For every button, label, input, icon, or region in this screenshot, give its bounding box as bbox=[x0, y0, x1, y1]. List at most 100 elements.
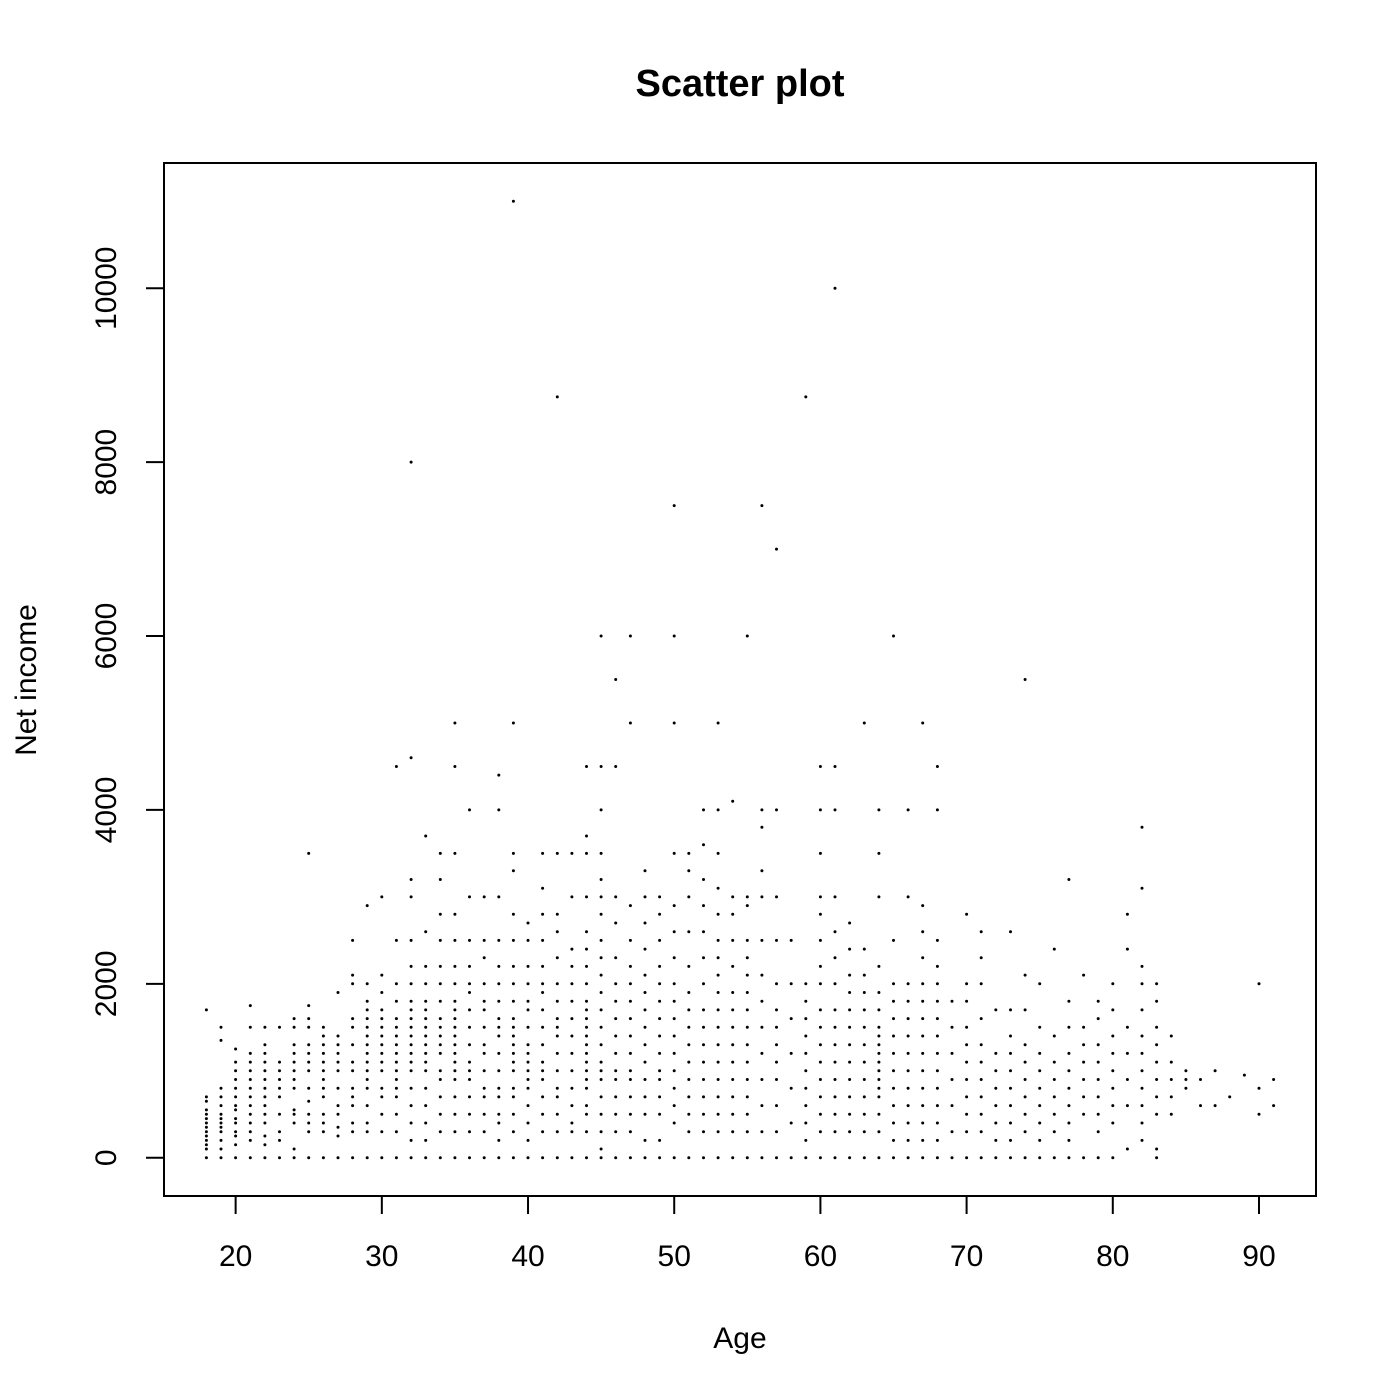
data-point bbox=[1067, 1025, 1071, 1029]
x-tick-label: 50 bbox=[658, 1240, 691, 1273]
data-point bbox=[745, 1112, 749, 1116]
data-point bbox=[468, 1069, 471, 1073]
data-point bbox=[935, 765, 939, 768]
data-point bbox=[716, 851, 720, 855]
data-point bbox=[570, 1069, 574, 1073]
data-point bbox=[1067, 999, 1071, 1003]
data-point bbox=[862, 1130, 866, 1134]
data-point bbox=[511, 982, 515, 986]
data-point bbox=[702, 1095, 705, 1099]
data-point bbox=[760, 1051, 764, 1055]
data-point bbox=[219, 1104, 223, 1108]
data-point bbox=[585, 1060, 588, 1064]
data-point bbox=[702, 1130, 705, 1134]
data-point bbox=[526, 1078, 530, 1081]
data-point bbox=[643, 1138, 647, 1142]
data-point bbox=[380, 895, 384, 899]
data-point bbox=[818, 765, 822, 768]
data-point bbox=[599, 1008, 603, 1012]
data-point bbox=[365, 982, 369, 986]
data-point bbox=[672, 634, 676, 638]
data-point bbox=[1257, 1086, 1261, 1090]
data-point bbox=[511, 1130, 515, 1134]
data-point bbox=[292, 1086, 296, 1090]
data-point bbox=[760, 808, 764, 812]
data-point bbox=[541, 912, 545, 916]
data-point bbox=[965, 1130, 969, 1134]
data-point bbox=[965, 999, 969, 1003]
data-point bbox=[950, 999, 954, 1003]
data-point bbox=[862, 721, 866, 725]
data-point bbox=[541, 1025, 545, 1029]
data-point bbox=[935, 1051, 939, 1055]
data-point bbox=[219, 1112, 223, 1116]
data-point bbox=[1023, 1008, 1027, 1012]
data-point bbox=[994, 1121, 998, 1125]
data-point bbox=[716, 991, 720, 994]
data-point bbox=[307, 1051, 311, 1055]
data-point bbox=[862, 1078, 866, 1081]
data-point bbox=[570, 1034, 574, 1038]
data-point bbox=[511, 999, 515, 1003]
data-point bbox=[775, 1008, 778, 1012]
data-point bbox=[643, 921, 647, 925]
data-point bbox=[833, 765, 837, 768]
data-point bbox=[906, 1017, 910, 1021]
data-point bbox=[1140, 1051, 1144, 1055]
data-point bbox=[453, 1017, 457, 1021]
data-point bbox=[716, 1060, 720, 1064]
data-point bbox=[424, 1051, 428, 1055]
data-point bbox=[1023, 1078, 1027, 1081]
data-point bbox=[424, 999, 428, 1003]
data-point bbox=[365, 1043, 369, 1047]
data-point bbox=[1111, 1069, 1115, 1073]
data-point bbox=[599, 1112, 603, 1116]
data-point bbox=[833, 1095, 837, 1099]
data-point bbox=[818, 982, 822, 986]
data-point bbox=[482, 938, 486, 942]
data-point bbox=[263, 1051, 267, 1055]
data-point bbox=[906, 999, 910, 1003]
data-point bbox=[248, 1086, 252, 1090]
data-point bbox=[1111, 1121, 1115, 1125]
data-point bbox=[1169, 1112, 1173, 1116]
data-point bbox=[482, 1008, 486, 1012]
data-point bbox=[468, 1043, 471, 1047]
data-point bbox=[862, 1095, 866, 1099]
data-point bbox=[628, 721, 632, 725]
data-point bbox=[409, 1025, 413, 1029]
data-point bbox=[716, 1156, 720, 1160]
data-point bbox=[935, 1034, 939, 1038]
data-point bbox=[1082, 1112, 1086, 1116]
data-point bbox=[555, 982, 559, 986]
data-point bbox=[380, 1017, 384, 1021]
data-point bbox=[526, 1121, 530, 1125]
data-point bbox=[628, 1069, 632, 1073]
data-point bbox=[614, 1069, 618, 1073]
data-point bbox=[965, 1043, 969, 1047]
data-point bbox=[599, 1078, 603, 1081]
data-point bbox=[1096, 1078, 1100, 1081]
data-point bbox=[643, 1043, 647, 1047]
data-point bbox=[643, 869, 647, 873]
data-point bbox=[1009, 1121, 1012, 1125]
data-point bbox=[585, 1051, 588, 1055]
data-point bbox=[979, 1043, 983, 1047]
data-point bbox=[409, 1008, 413, 1012]
data-point bbox=[628, 999, 632, 1003]
data-point bbox=[760, 999, 764, 1003]
data-point bbox=[278, 1069, 281, 1073]
data-point bbox=[731, 1078, 735, 1081]
data-point bbox=[935, 1156, 939, 1160]
data-point bbox=[935, 1017, 939, 1021]
data-point bbox=[687, 1130, 691, 1134]
data-point bbox=[687, 991, 691, 994]
data-point bbox=[219, 1117, 223, 1121]
data-point bbox=[658, 982, 662, 986]
data-point bbox=[1052, 1034, 1056, 1038]
data-point bbox=[307, 1099, 311, 1103]
data-point bbox=[1096, 1095, 1100, 1099]
data-point bbox=[511, 1156, 515, 1160]
data-point bbox=[672, 956, 676, 960]
data-point bbox=[614, 1095, 618, 1099]
